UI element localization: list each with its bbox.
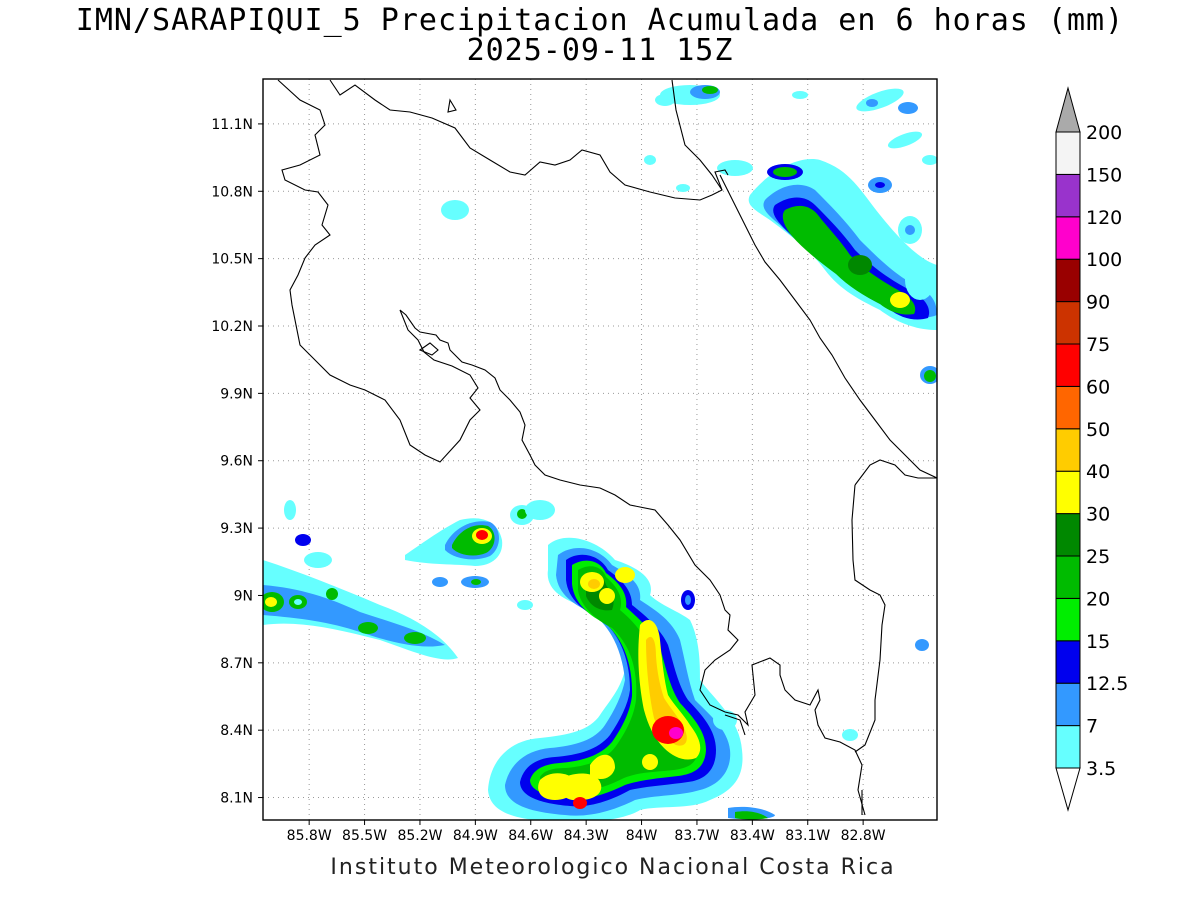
colorbar-label: 25 bbox=[1086, 546, 1110, 568]
colorbar-label: 20 bbox=[1086, 588, 1110, 610]
colorbar-swatch bbox=[1055, 173, 1081, 218]
colorbar-label: 50 bbox=[1086, 419, 1110, 441]
y-tick-label: 8.1N bbox=[220, 791, 253, 807]
colorbar-swatch bbox=[1055, 640, 1081, 684]
y-tick-label: 11.1N bbox=[211, 117, 253, 133]
x-tick-label: 84.9W bbox=[453, 828, 498, 844]
colorbar-label: 30 bbox=[1086, 504, 1110, 526]
y-tick-label: 9.3N bbox=[220, 521, 253, 537]
credit-text: Instituto Meteorologico Nacional Costa R… bbox=[330, 855, 896, 880]
colorbar-swatch bbox=[1055, 131, 1081, 175]
x-tick-label: 83.1W bbox=[785, 828, 830, 844]
map-frame bbox=[262, 78, 938, 821]
colorbar-swatch bbox=[1055, 343, 1081, 387]
colorbar-swatch bbox=[1055, 513, 1081, 557]
precip-band-northeast bbox=[748, 88, 937, 384]
x-tick-label: 85.5W bbox=[342, 828, 387, 844]
colorbar-swatch bbox=[1055, 258, 1081, 303]
colorbar-swatch bbox=[1055, 597, 1081, 642]
x-tick-label: 83.7W bbox=[674, 828, 719, 844]
y-tick-label: 10.2N bbox=[211, 319, 253, 335]
colorbar-label: 100 bbox=[1086, 249, 1122, 271]
y-tick-label: 8.7N bbox=[220, 656, 253, 672]
x-tick-label: 85.2W bbox=[397, 828, 442, 844]
colorbar-label: 200 bbox=[1086, 122, 1122, 144]
colorbar-under-arrow bbox=[1055, 767, 1081, 812]
y-tick-label: 8.4N bbox=[220, 723, 253, 739]
colorbar-swatch bbox=[1055, 470, 1081, 515]
precip-band-south-pacific bbox=[488, 537, 775, 820]
y-tick-label: 9.9N bbox=[220, 386, 253, 402]
y-tick-label: 10.5N bbox=[211, 252, 253, 268]
y-tick-label: 9.6N bbox=[220, 454, 253, 470]
x-tick-label: 83.4W bbox=[730, 828, 775, 844]
x-tick-label: 84W bbox=[626, 828, 658, 844]
x-tick-label: 84.3W bbox=[564, 828, 609, 844]
colorbar-label: 150 bbox=[1086, 164, 1122, 186]
colorbar-label: 7 bbox=[1086, 716, 1098, 738]
colorbar-label: 12.5 bbox=[1086, 673, 1128, 695]
colorbar-label: 75 bbox=[1086, 334, 1110, 356]
lat-lon-grid bbox=[263, 79, 937, 820]
precip-band-west-offshore bbox=[263, 500, 458, 660]
colorbar-swatch bbox=[1055, 725, 1081, 769]
colorbar-label: 40 bbox=[1086, 461, 1110, 483]
map-datetime: 2025-09-11 15Z bbox=[466, 33, 734, 68]
colorbar: 3.5 7 12.5 15 20 25 30 40 50 60 75 90 100 120 150 200 bbox=[1055, 86, 1128, 812]
colorbar-label: 15 bbox=[1086, 631, 1110, 653]
x-axis: 85.8W 85.5W 85.2W 84.9W 84.6W 84.3W 84W 83.7W 83… bbox=[287, 820, 886, 844]
colorbar-swatch bbox=[1055, 385, 1081, 430]
colorbar-label: 120 bbox=[1086, 207, 1122, 229]
colorbar-label: 90 bbox=[1086, 292, 1110, 314]
y-tick-label: 10.8N bbox=[211, 184, 253, 200]
y-tick-label: 9N bbox=[234, 588, 253, 604]
colorbar-swatch bbox=[1055, 428, 1081, 472]
colorbar-swatch bbox=[1055, 682, 1081, 727]
colorbar-over-arrow bbox=[1055, 86, 1081, 133]
precip-cell-osa-offshore bbox=[405, 500, 555, 588]
colorbar-label: 60 bbox=[1086, 376, 1110, 398]
precip-field bbox=[263, 85, 937, 820]
y-axis: 11.1N 10.8N 10.5N 10.2N 9.9N 9.6N 9.3N 9N 8.7N 8.… bbox=[211, 117, 263, 807]
colorbar-label: 3.5 bbox=[1086, 758, 1116, 780]
colorbar-swatch bbox=[1055, 216, 1081, 260]
map-title: IMN/SARAPIQUI_5 Precipitacion Acumulada … bbox=[75, 3, 1125, 38]
colorbar-swatch bbox=[1055, 301, 1081, 345]
x-tick-label: 84.6W bbox=[508, 828, 553, 844]
coastlines bbox=[277, 79, 937, 816]
x-tick-label: 85.8W bbox=[287, 828, 332, 844]
x-tick-label: 82.8W bbox=[841, 828, 886, 844]
colorbar-swatch bbox=[1055, 555, 1081, 599]
